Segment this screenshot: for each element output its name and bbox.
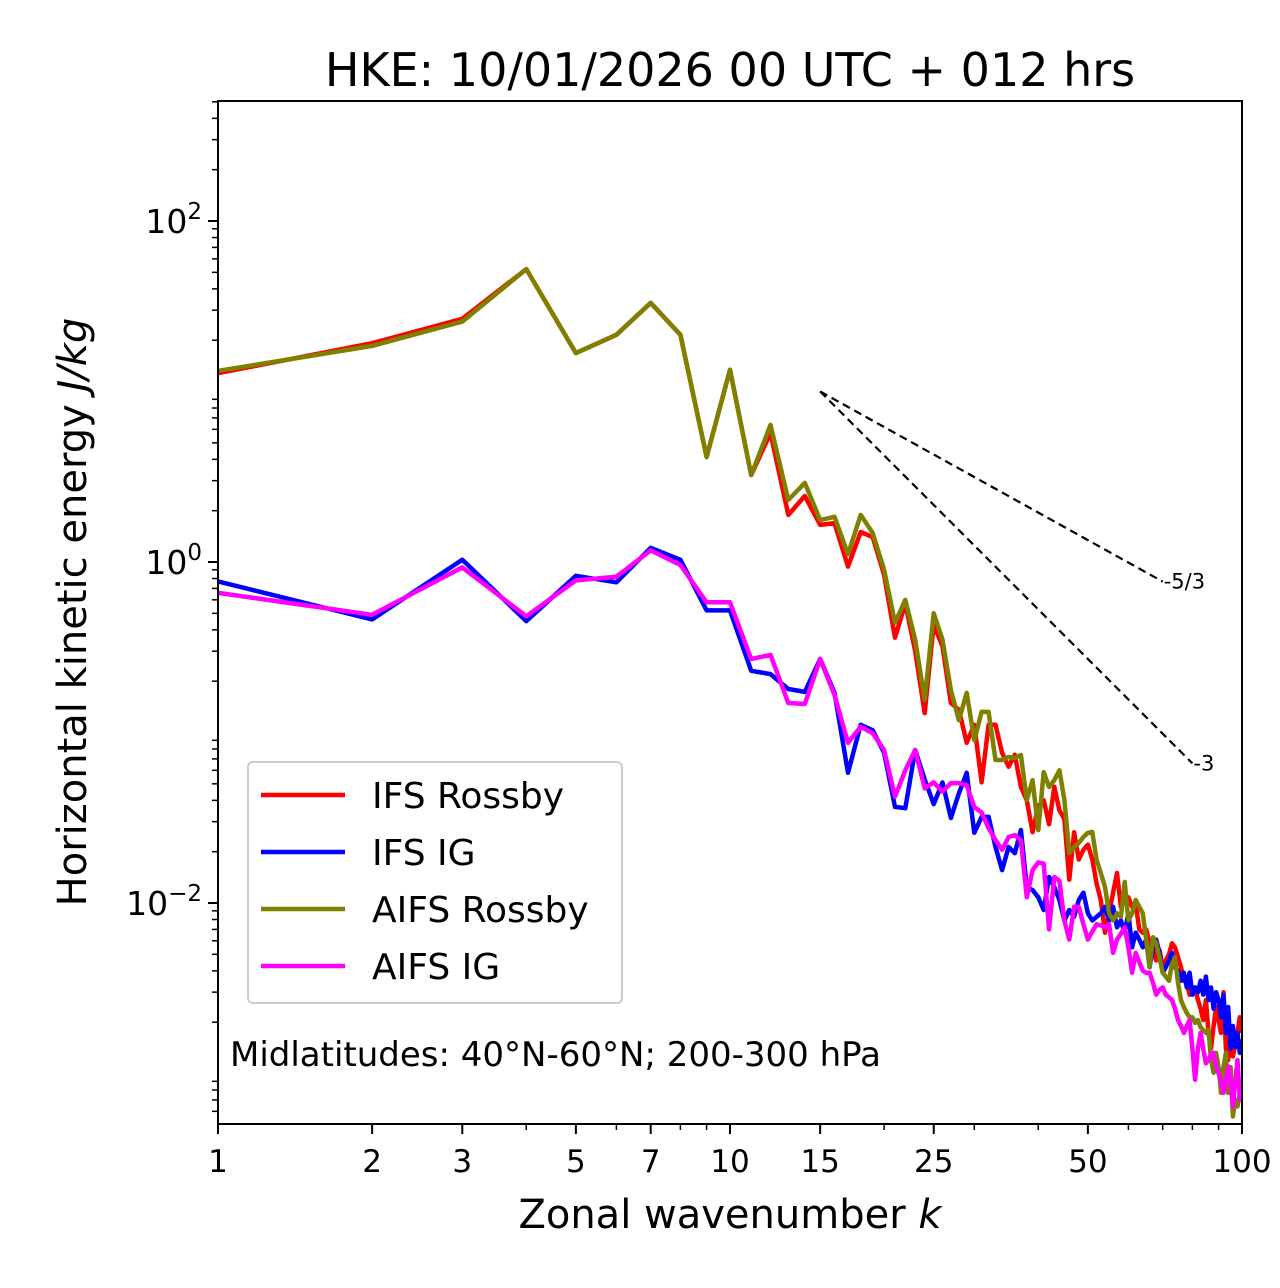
y-tick-label: 100	[145, 540, 202, 582]
reference-line-label: -3	[1193, 751, 1214, 775]
reference-lines: -5/3 -3	[819, 390, 1214, 775]
x-tick-label: 5	[566, 1144, 586, 1180]
legend-box	[247, 761, 623, 1004]
y-axis-label: Horizontal kinetic energy J/kg	[50, 318, 96, 907]
y-axis-ticks: 102 100 10−2	[126, 101, 218, 1113]
series-line-ifs-ig	[218, 545, 1242, 1056]
reference-line	[819, 390, 1164, 583]
region-annotation: Midlatitudes: 40°N-60°N; 200-300 hPa	[230, 1035, 881, 1075]
chart-title: HKE: 10/01/2026 00 UTC + 012 hrs	[325, 43, 1135, 97]
x-tick-label: 25	[914, 1144, 953, 1180]
x-tick-label: 1	[208, 1144, 228, 1180]
y-tick-label: 102	[145, 199, 202, 241]
x-tick-label: 2	[362, 1144, 382, 1180]
reference-line-label: -5/3	[1164, 570, 1205, 594]
x-tick-label: 7	[641, 1144, 661, 1180]
x-axis-label: Zonal wavenumber k	[518, 1192, 943, 1238]
y-axis-label-text: Horizontal kinetic energy	[50, 404, 96, 906]
series-lines	[218, 266, 1242, 1119]
x-axis-label-symbol: k	[918, 1192, 943, 1238]
legend-label-ifs-rossby: IFS Rossby	[372, 776, 564, 817]
x-tick-label: 3	[452, 1144, 472, 1180]
x-tick-label: 50	[1068, 1144, 1107, 1180]
series-line-aifs-ig	[218, 548, 1242, 1109]
series-line-aifs-rossby	[218, 266, 1242, 1119]
x-axis-ticks: 1 2 3 5 7 10 15 25 50 100	[208, 1124, 1272, 1180]
y-axis-label-units: J/kg	[50, 318, 96, 399]
x-axis-label-text: Zonal wavenumber	[518, 1192, 906, 1238]
legend-label-ifs-ig: IFS IG	[372, 833, 476, 874]
series-line-ifs-rossby	[218, 266, 1242, 1063]
x-tick-label: 15	[800, 1144, 839, 1180]
legend-label-aifs-ig: AIFS IG	[372, 947, 500, 988]
x-tick-label: 10	[710, 1144, 749, 1180]
legend-label-aifs-rossby: AIFS Rossby	[372, 890, 589, 931]
y-tick-label: 10−2	[126, 881, 202, 923]
x-tick-label: 100	[1212, 1144, 1271, 1180]
legend: IFS Rossby IFS IG AIFS Rossby AIFS IG	[247, 761, 623, 1004]
reference-line	[819, 390, 1194, 765]
